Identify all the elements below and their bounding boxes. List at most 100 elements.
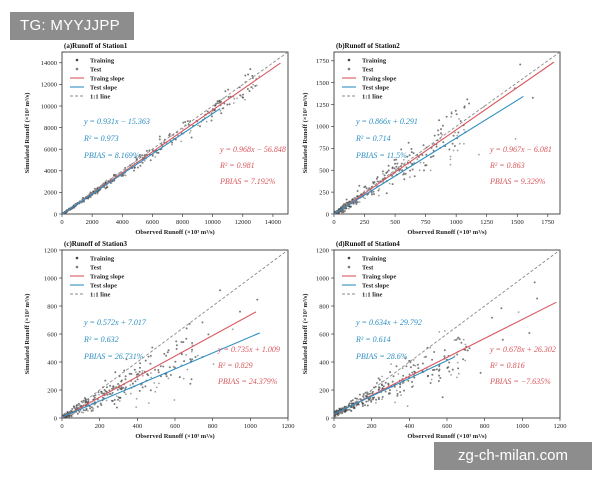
training-point (407, 379, 410, 382)
test-point (221, 107, 224, 110)
training-point (210, 115, 213, 118)
training-point (381, 170, 384, 173)
test-point (422, 161, 425, 164)
training-annotation: PBIAS = 9.329% (489, 177, 546, 186)
training-point (149, 362, 152, 365)
test-point (397, 373, 400, 375)
training-point (123, 391, 126, 394)
test-slope-line (334, 356, 455, 415)
test-point (353, 196, 356, 199)
training-point (372, 398, 374, 401)
training-point (189, 358, 192, 361)
training-point (138, 370, 141, 373)
training-point (171, 141, 174, 144)
test-point (431, 155, 434, 158)
training-point (421, 154, 424, 156)
y-axis-label: Simulated Runoff (×10³ m³/s) (302, 294, 309, 375)
training-point (138, 153, 141, 156)
training-slope-line (334, 301, 557, 415)
test-point (101, 391, 103, 394)
training-point (122, 386, 125, 389)
training-point (345, 207, 348, 210)
x-tick-label: 1000 (450, 219, 463, 226)
training-point (387, 164, 390, 167)
y-tick-label: 1000 (316, 275, 329, 282)
x-tick-label: 12000 (235, 219, 251, 226)
training-point (345, 198, 348, 201)
training-point (100, 404, 103, 406)
test-point (351, 399, 354, 402)
training-point (452, 134, 455, 137)
test-point (409, 176, 411, 179)
training-point (429, 382, 432, 384)
training-point (238, 86, 241, 89)
training-point (392, 375, 395, 378)
training-point (371, 193, 373, 196)
training-point (443, 355, 446, 358)
training-point (435, 145, 438, 148)
training-point (180, 341, 183, 343)
x-tick-label: 200 (95, 423, 105, 430)
x-tick-label: 400 (132, 423, 142, 430)
test-point (173, 399, 176, 401)
training-point (219, 289, 222, 292)
training-point (163, 141, 166, 144)
test-point (395, 389, 398, 392)
training-point (175, 348, 178, 350)
training-point (111, 391, 114, 394)
test-point (375, 402, 377, 404)
training-annotation: R² = 0.981 (219, 161, 255, 170)
training-point (130, 373, 133, 375)
test-point (92, 407, 95, 410)
training-point (501, 338, 504, 341)
training-point (175, 344, 178, 347)
test-point (438, 331, 441, 333)
watermark-top: TG: MYYJJPP (10, 12, 134, 40)
training-point (141, 386, 144, 389)
training-point (366, 393, 369, 396)
test-point (457, 372, 460, 375)
training-point (401, 169, 404, 172)
training-point (248, 90, 251, 93)
test-point (188, 132, 191, 134)
test-point (452, 149, 455, 152)
training-point (447, 366, 450, 369)
training-point (391, 166, 394, 169)
training-point (403, 389, 405, 392)
training-point (442, 141, 445, 144)
training-point (348, 205, 351, 208)
training-point (424, 355, 427, 358)
test-point (456, 376, 458, 379)
x-axis-label: Observed Runoff (×10³ m³/s) (135, 433, 214, 440)
training-point (133, 169, 135, 172)
training-point (220, 100, 222, 103)
test-annotation: y = 0.931x − 15.363 (83, 117, 150, 126)
training-point (460, 341, 463, 344)
training-point (340, 211, 343, 214)
y-tick-label: 1000 (44, 275, 57, 282)
training-point (159, 365, 162, 368)
training-point (468, 347, 471, 350)
training-point (167, 349, 170, 352)
x-tick-label: 1000 (516, 423, 529, 430)
test-point (456, 149, 459, 152)
training-point (433, 134, 436, 137)
test-point (154, 156, 157, 158)
training-annotation: PBIAS = −7.635% (489, 377, 551, 386)
test-point (355, 404, 357, 407)
training-annotation: R² = 0.829 (217, 361, 253, 370)
legend-label: Training (362, 57, 387, 64)
training-point (344, 411, 347, 413)
training-point (451, 142, 454, 145)
panel-1: 0 2000 4000 6000 8000 10000 12000 14000 0 2000 400… (24, 42, 289, 236)
training-point (408, 154, 411, 157)
training-point (387, 382, 390, 385)
training-point (343, 210, 346, 212)
test-point (364, 197, 366, 200)
training-annotation: y = 0.735x + 1.009 (217, 345, 280, 354)
training-point (468, 102, 471, 105)
test-point (429, 346, 432, 349)
x-axis-label: Observed Runoff (×10³ m³/s) (407, 229, 486, 236)
training-point (85, 400, 88, 403)
